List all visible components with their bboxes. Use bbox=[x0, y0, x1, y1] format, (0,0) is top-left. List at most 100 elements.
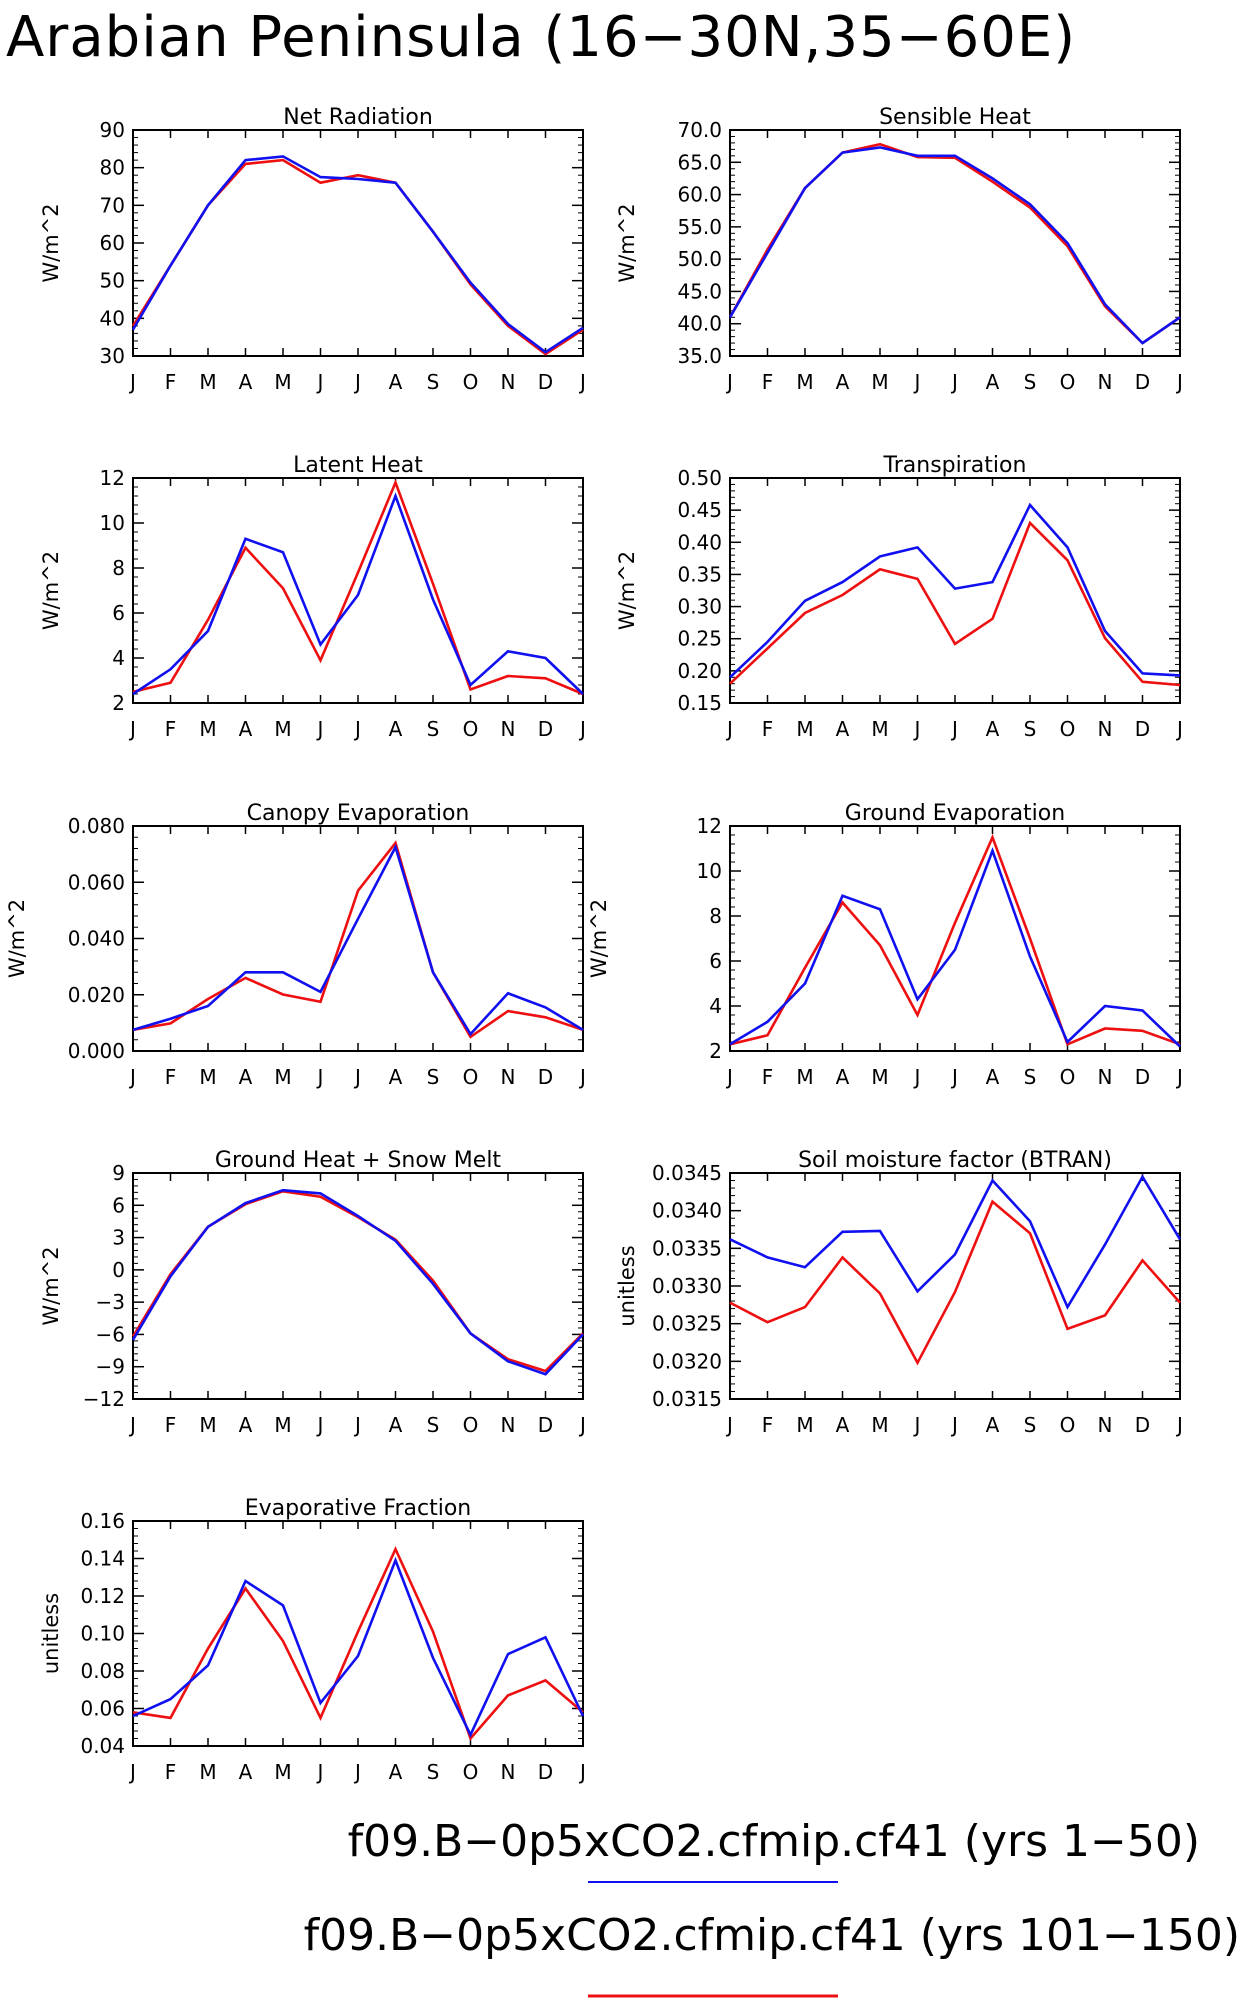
y-tick-label: 0.12 bbox=[80, 1584, 125, 1608]
chart-title-4: Canopy Evaporation bbox=[247, 801, 470, 826]
y-tick-label: 60.0 bbox=[677, 183, 722, 207]
x-tick-label: J bbox=[950, 1413, 958, 1437]
series-line-b bbox=[131, 1189, 584, 1373]
y-tick-label: 10 bbox=[697, 859, 722, 883]
legend-label-series-b: f09.B−0p5xCO2.cfmip.cf41 (yrs 101−150) bbox=[304, 1910, 1240, 1961]
x-tick-label: M bbox=[871, 1065, 888, 1089]
y-tick-label: 4 bbox=[112, 646, 125, 670]
y-axis-label-5: W/m^2 bbox=[587, 899, 611, 978]
x-tick-label: A bbox=[389, 370, 403, 394]
y-tick-label: 0.14 bbox=[80, 1547, 125, 1571]
x-tick-label: J bbox=[950, 370, 958, 394]
y-axis-label-0: W/m^2 bbox=[39, 203, 63, 282]
x-tick-label: J bbox=[578, 717, 586, 741]
x-tick-label: J bbox=[725, 1413, 733, 1437]
series-line-a bbox=[132, 492, 584, 696]
x-tick-label: N bbox=[501, 1065, 516, 1089]
x-tick-label: D bbox=[538, 717, 553, 741]
series-line-b bbox=[729, 833, 1181, 1047]
x-tick-label: S bbox=[427, 1065, 440, 1089]
y-tick-label: 0.0315 bbox=[652, 1387, 722, 1411]
series-line-b bbox=[729, 1199, 1181, 1366]
x-tick-label: A bbox=[389, 1065, 403, 1089]
y-tick-label: 12 bbox=[100, 466, 125, 490]
x-tick-label: M bbox=[796, 717, 813, 741]
x-tick-label: D bbox=[538, 370, 553, 394]
series-line-b bbox=[729, 520, 1181, 687]
x-tick-label: O bbox=[463, 1760, 479, 1784]
x-tick-label: M bbox=[871, 717, 888, 741]
chart-title-2: Latent Heat bbox=[293, 453, 423, 478]
chart-title-7: Soil moisture factor (BTRAN) bbox=[798, 1148, 1112, 1173]
y-tick-label: 0.020 bbox=[68, 983, 125, 1007]
y-tick-label: 70 bbox=[100, 193, 125, 217]
x-tick-label: J bbox=[578, 1413, 586, 1437]
y-tick-label: 65.0 bbox=[677, 150, 722, 174]
chart-title-0: Net Radiation bbox=[283, 105, 433, 130]
x-tick-label: M bbox=[871, 1413, 888, 1437]
y-tick-label: 0.04 bbox=[80, 1734, 125, 1758]
x-tick-label: D bbox=[1135, 717, 1150, 741]
x-tick-label: S bbox=[427, 370, 440, 394]
y-tick-label: 0.16 bbox=[80, 1509, 125, 1533]
x-tick-label: S bbox=[1024, 370, 1037, 394]
y-tick-label: 0.0335 bbox=[652, 1236, 722, 1260]
y-tick-label: 30 bbox=[100, 344, 125, 368]
x-tick-label: M bbox=[274, 1413, 291, 1437]
y-tick-label: 0.0340 bbox=[652, 1199, 722, 1223]
page-title: Arabian Peninsula (16−30N,35−60E) bbox=[6, 5, 1076, 70]
x-tick-label: J bbox=[128, 717, 136, 741]
plot-frame-0 bbox=[132, 129, 584, 357]
x-tick-label: J bbox=[1175, 717, 1183, 741]
y-tick-label: 0.0345 bbox=[652, 1161, 722, 1185]
y-tick-label: 0.25 bbox=[677, 627, 722, 651]
x-tick-label: J bbox=[913, 370, 921, 394]
x-tick-label: A bbox=[836, 717, 850, 741]
x-tick-label: A bbox=[239, 1065, 253, 1089]
y-tick-label: 8 bbox=[709, 904, 722, 928]
x-tick-label: O bbox=[1060, 717, 1076, 741]
y-tick-label: 0.0325 bbox=[652, 1312, 722, 1336]
y-tick-label: 55.0 bbox=[677, 215, 722, 239]
plot-frame-4 bbox=[132, 825, 584, 1052]
x-tick-label: J bbox=[1175, 370, 1183, 394]
y-tick-label: 2 bbox=[709, 1039, 722, 1063]
y-tick-label: 90 bbox=[100, 118, 125, 142]
y-axis-label-3: W/m^2 bbox=[615, 551, 639, 630]
y-axis-label-6: W/m^2 bbox=[39, 1246, 63, 1325]
x-tick-label: J bbox=[316, 370, 324, 394]
y-tick-label: 0.30 bbox=[677, 595, 722, 619]
y-tick-label: 9 bbox=[112, 1161, 125, 1185]
y-tick-label: 0.50 bbox=[677, 466, 722, 490]
x-tick-label: M bbox=[274, 1760, 291, 1784]
x-tick-label: A bbox=[836, 1065, 850, 1089]
x-tick-label: O bbox=[463, 370, 479, 394]
x-tick-label: J bbox=[128, 370, 136, 394]
x-tick-label: M bbox=[199, 1760, 216, 1784]
x-tick-label: J bbox=[578, 1760, 586, 1784]
y-tick-label: 40 bbox=[100, 306, 125, 330]
series-line-a bbox=[131, 155, 584, 354]
x-tick-label: M bbox=[199, 717, 216, 741]
y-tick-label: 0.35 bbox=[677, 562, 722, 586]
x-tick-label: M bbox=[274, 1065, 291, 1089]
x-tick-label: N bbox=[1098, 1413, 1113, 1437]
x-tick-label: N bbox=[1098, 717, 1113, 741]
x-tick-label: S bbox=[1024, 717, 1037, 741]
x-tick-label: O bbox=[1060, 1065, 1076, 1089]
y-axis-label-1: W/m^2 bbox=[615, 203, 639, 282]
y-tick-label: 0.06 bbox=[80, 1697, 125, 1721]
plot-frame-1 bbox=[729, 129, 1181, 357]
series-line-a bbox=[131, 1188, 584, 1376]
x-tick-label: A bbox=[389, 1760, 403, 1784]
series-line-a bbox=[728, 146, 1181, 345]
x-tick-label: O bbox=[463, 1065, 479, 1089]
x-tick-label: D bbox=[538, 1760, 553, 1784]
